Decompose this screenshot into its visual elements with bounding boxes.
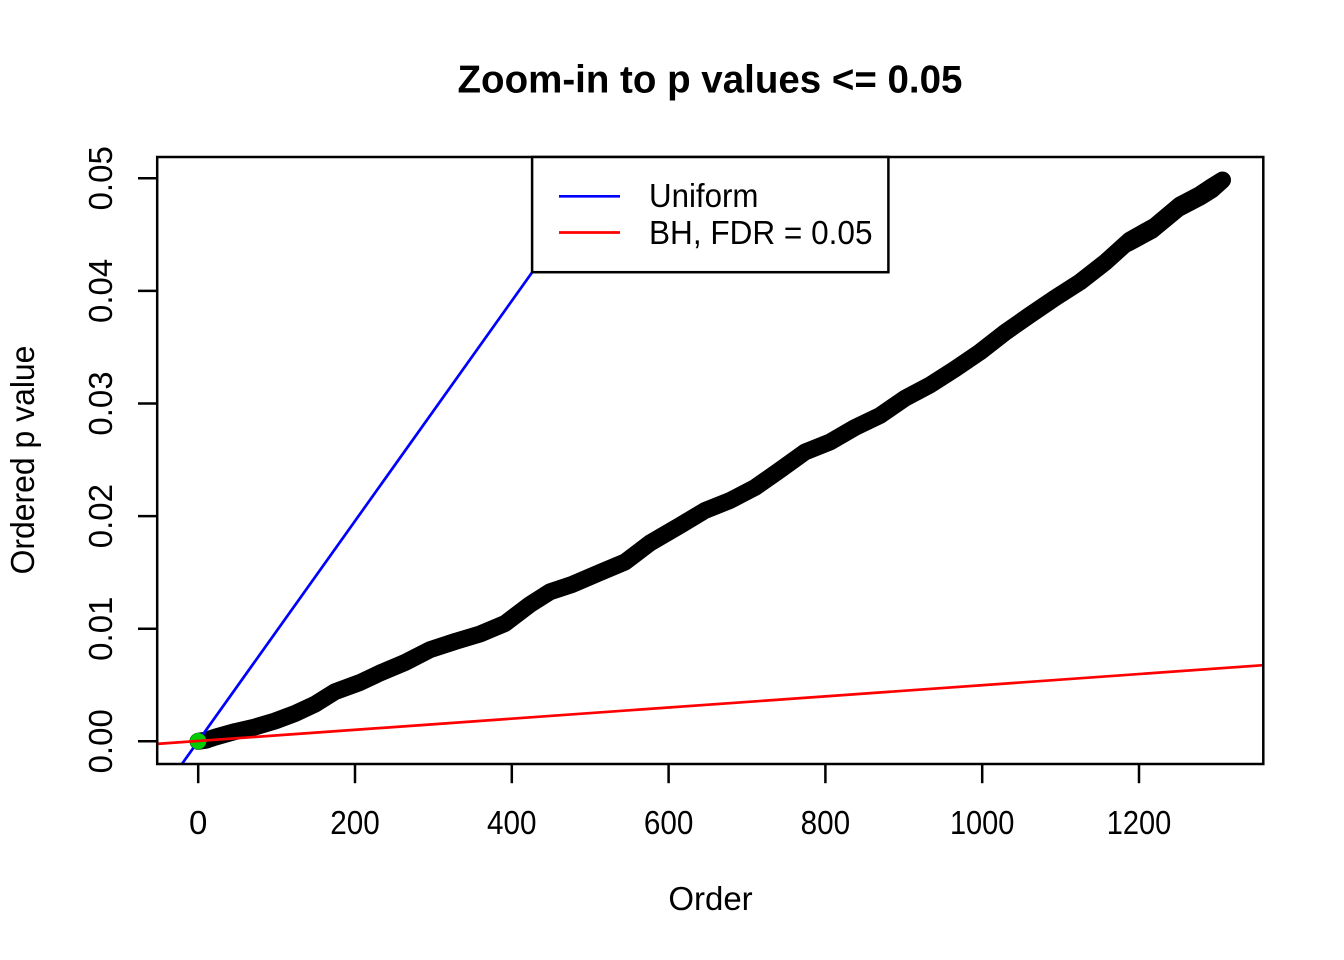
svg-text:200: 200 xyxy=(330,804,380,841)
svg-text:0.00: 0.00 xyxy=(82,709,119,773)
svg-text:Ordered p value: Ordered p value xyxy=(4,346,41,575)
svg-text:0.05: 0.05 xyxy=(82,146,119,210)
svg-text:800: 800 xyxy=(801,804,851,841)
svg-text:0.01: 0.01 xyxy=(82,597,119,661)
svg-text:0.03: 0.03 xyxy=(82,371,119,435)
svg-text:Order: Order xyxy=(668,880,752,917)
svg-text:0.04: 0.04 xyxy=(82,259,119,323)
svg-text:Uniform: Uniform xyxy=(649,177,759,214)
svg-text:BH, FDR = 0.05: BH, FDR = 0.05 xyxy=(649,214,873,251)
svg-text:1200: 1200 xyxy=(1107,804,1172,841)
svg-text:600: 600 xyxy=(644,804,694,841)
svg-text:0: 0 xyxy=(189,804,207,841)
svg-text:1000: 1000 xyxy=(950,804,1015,841)
svg-text:0.02: 0.02 xyxy=(82,484,119,548)
svg-text:Zoom-in to p values <= 0.05: Zoom-in to p values <= 0.05 xyxy=(458,59,963,102)
svg-text:400: 400 xyxy=(487,804,537,841)
